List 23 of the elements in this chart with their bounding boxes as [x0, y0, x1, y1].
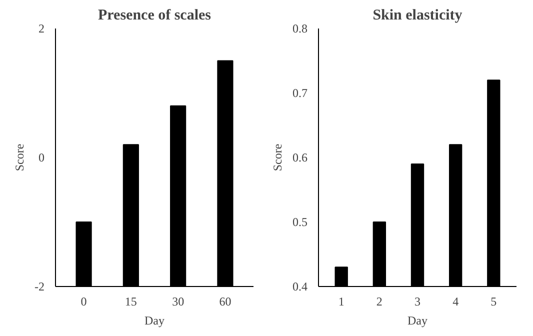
x-tick-label: 15	[124, 294, 137, 308]
y-tick-label: 0.8	[292, 22, 308, 36]
chart-title: Skin elasticity	[372, 8, 463, 24]
x-axis-title: Day	[144, 314, 165, 328]
chart-title: Presence of scales	[98, 8, 212, 24]
y-tick-label: 0	[38, 150, 44, 164]
y-tick-label: 0.6	[292, 150, 308, 164]
x-tick-label: 2	[376, 294, 382, 308]
y-tick-label: 0.4	[292, 280, 308, 294]
y-tick-label: 2	[38, 22, 44, 36]
y-tick-label: 0.5	[292, 215, 308, 229]
x-tick-label: 1	[338, 294, 344, 308]
x-tick-label: 5	[490, 294, 497, 308]
y-tick-label: 0.7	[292, 86, 308, 100]
x-tick-label: 4	[452, 294, 459, 308]
y-axis-title: Score	[270, 144, 284, 172]
y-axis-title: Score	[12, 144, 27, 172]
x-tick-label: 3	[414, 294, 420, 308]
y-tick-label: -2	[34, 280, 45, 294]
x-tick-label: 60	[219, 294, 232, 308]
x-tick-label: 30	[172, 294, 184, 308]
x-axis-title: Day	[408, 314, 428, 328]
x-tick-label: 0	[80, 294, 87, 308]
